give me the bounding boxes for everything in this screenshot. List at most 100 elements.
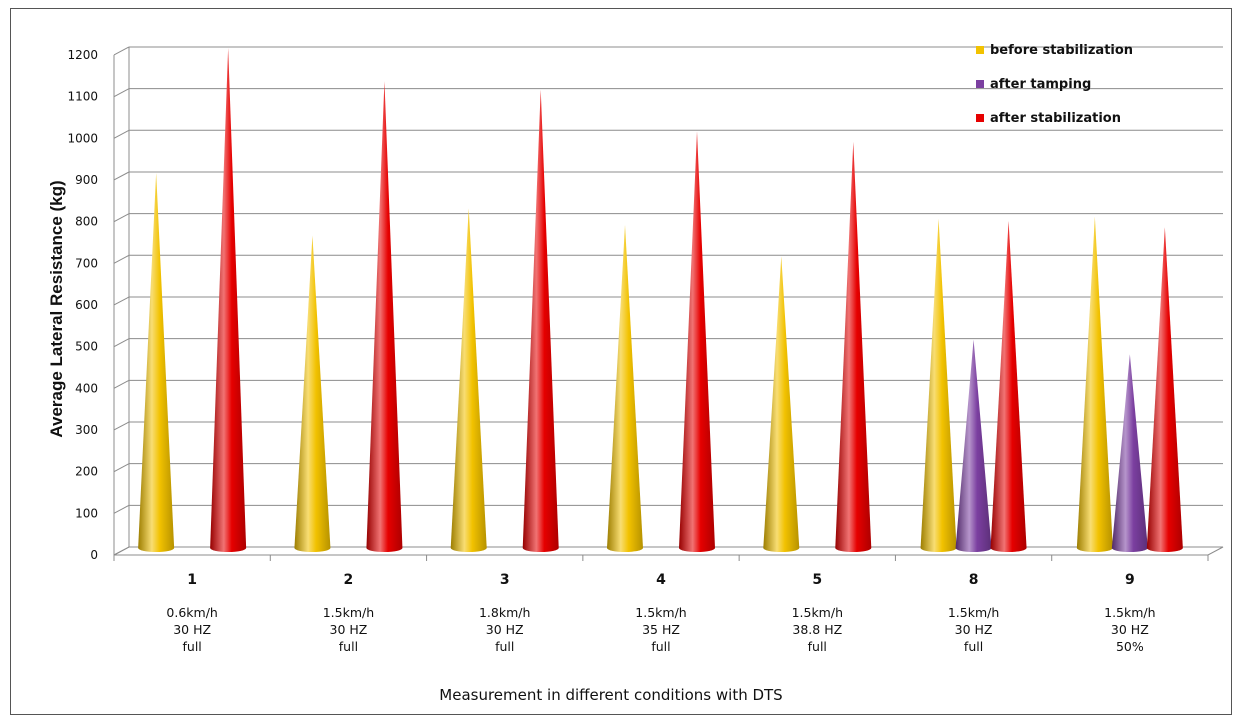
gridline-depth bbox=[113, 88, 130, 98]
cone-body bbox=[607, 225, 643, 552]
legend-label: before stabilization bbox=[990, 43, 1133, 58]
cone-before-stabilization bbox=[920, 218, 957, 552]
cone-body bbox=[1146, 227, 1183, 553]
mark-layer bbox=[138, 47, 1183, 553]
cone-after-tamping bbox=[1111, 354, 1148, 552]
category-condition-label: 0.6km/h bbox=[166, 605, 217, 620]
axis-layer: 0 100 200 300 400 500 600 700 800 900 1000 1100 1200 bbox=[67, 46, 1224, 562]
category-condition-label: 50% bbox=[1116, 639, 1144, 654]
cone-after-stabilization bbox=[1146, 227, 1183, 553]
category-condition-label: 1.5km/h bbox=[792, 605, 843, 620]
cone-body bbox=[366, 81, 403, 553]
category-condition-label: full bbox=[495, 639, 514, 654]
cone-body bbox=[763, 256, 800, 552]
gridline-depth bbox=[113, 254, 130, 264]
cone-body bbox=[990, 220, 1027, 552]
category-condition-label: full bbox=[651, 639, 670, 654]
gridline-depth bbox=[113, 296, 130, 306]
gridline-depth bbox=[113, 421, 130, 431]
cone-before-stabilization bbox=[763, 256, 800, 552]
category-id-label: 8 bbox=[969, 572, 979, 588]
cone-after-stabilization bbox=[210, 47, 247, 553]
cone-before-stabilization bbox=[450, 208, 487, 552]
y-tick-label: 700 bbox=[75, 256, 98, 270]
y-tick-label: 1200 bbox=[67, 48, 98, 62]
y-tick-label: 100 bbox=[75, 506, 98, 520]
category-condition-label: 1.5km/h bbox=[948, 605, 999, 620]
category-condition-label: full bbox=[964, 639, 983, 654]
gridline-depth bbox=[113, 379, 130, 389]
category-condition-label: 30 HZ bbox=[1111, 622, 1149, 637]
cone-after-stabilization bbox=[366, 81, 403, 553]
y-axis-title: Average Lateral Resistance (kg) bbox=[47, 180, 66, 437]
category-id-label: 4 bbox=[656, 572, 666, 588]
cone-after-stabilization bbox=[522, 89, 559, 552]
y-tick-label: 600 bbox=[75, 298, 98, 312]
cone-body bbox=[835, 141, 872, 552]
y-tick-label: 1000 bbox=[67, 131, 98, 145]
cone-after-stabilization bbox=[679, 131, 715, 553]
category-condition-label: 30 HZ bbox=[173, 622, 211, 637]
cone-after-stabilization bbox=[835, 141, 872, 552]
label-layer: 1 0.6km/h 30 HZ full 2 1.5km/h 30 HZ full 3 1.8km… bbox=[47, 180, 1156, 704]
gridline-depth bbox=[113, 504, 130, 514]
y-tick-label: 800 bbox=[75, 215, 98, 229]
category-condition-label: 1.5km/h bbox=[323, 605, 374, 620]
gridline-depth bbox=[113, 463, 130, 473]
cone-body bbox=[210, 47, 247, 553]
cone-after-tamping bbox=[955, 339, 992, 552]
category-condition-label: 38.8 HZ bbox=[792, 622, 842, 637]
cone-body bbox=[955, 339, 992, 552]
cone-body bbox=[1076, 216, 1113, 552]
category-condition-label: 35 HZ bbox=[642, 622, 680, 637]
y-tick-label: 900 bbox=[75, 173, 98, 187]
y-tick-label: 500 bbox=[75, 340, 98, 354]
category-id-label: 5 bbox=[812, 572, 822, 588]
category-condition-label: 30 HZ bbox=[330, 622, 368, 637]
category-id-label: 1 bbox=[187, 572, 197, 588]
legend-swatch bbox=[976, 114, 984, 122]
category-condition-label: 1.5km/h bbox=[635, 605, 686, 620]
gridline-depth bbox=[113, 46, 130, 56]
cone-before-stabilization bbox=[294, 235, 331, 552]
legend-swatch bbox=[976, 46, 984, 54]
y-tick-label: 1100 bbox=[67, 90, 98, 104]
legend-swatch bbox=[976, 80, 984, 88]
cone-before-stabilization bbox=[607, 225, 643, 552]
cone-body bbox=[294, 235, 331, 552]
x-axis-title: Measurement in different conditions with… bbox=[439, 686, 782, 704]
cone-body bbox=[679, 131, 715, 553]
gridline-depth bbox=[113, 213, 130, 223]
gridline-depth bbox=[113, 129, 130, 139]
floor bbox=[113, 546, 1224, 556]
category-condition-label: 1.5km/h bbox=[1104, 605, 1155, 620]
cone-body bbox=[450, 208, 487, 552]
cone-after-stabilization bbox=[990, 220, 1027, 552]
category-condition-label: full bbox=[808, 639, 827, 654]
cone-before-stabilization bbox=[138, 172, 175, 552]
cone-before-stabilization bbox=[1076, 216, 1113, 552]
y-tick-label: 200 bbox=[75, 465, 98, 479]
category-id-label: 2 bbox=[344, 572, 354, 588]
category-id-label: 3 bbox=[500, 572, 510, 588]
y-tick-label: 400 bbox=[75, 381, 98, 395]
cone-body bbox=[138, 172, 175, 552]
category-id-label: 9 bbox=[1125, 572, 1135, 588]
cone-body bbox=[920, 218, 957, 552]
cone-body bbox=[522, 89, 559, 552]
chart-frame: 0 100 200 300 400 500 600 700 800 900 1000 1100 1200… bbox=[10, 8, 1232, 715]
category-condition-label: 30 HZ bbox=[486, 622, 524, 637]
category-condition-label: 30 HZ bbox=[955, 622, 993, 637]
y-tick-label: 0 bbox=[90, 548, 98, 562]
cone-bar-chart: 0 100 200 300 400 500 600 700 800 900 1000 1100 1200… bbox=[47, 43, 1224, 704]
category-condition-label: full bbox=[339, 639, 358, 654]
gridline-depth bbox=[113, 171, 130, 181]
legend-label: after stabilization bbox=[990, 111, 1121, 126]
gridline-depth bbox=[113, 338, 130, 348]
category-condition-label: 1.8km/h bbox=[479, 605, 530, 620]
legend: before stabilization after tamping after s… bbox=[976, 43, 1133, 126]
cone-body bbox=[1111, 354, 1148, 552]
legend-label: after tamping bbox=[990, 77, 1091, 92]
category-condition-label: full bbox=[183, 639, 202, 654]
y-tick-label: 300 bbox=[75, 423, 98, 437]
